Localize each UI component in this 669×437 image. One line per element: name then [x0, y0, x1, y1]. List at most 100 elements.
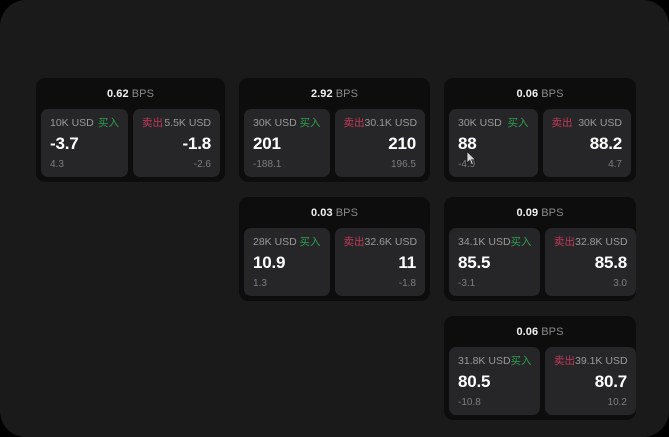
quote-card[interactable]: 0.03 BPS 28K USD 买入 10.9 1.3 卖出: [239, 197, 430, 301]
buy-panel-header: 10K USD 买入: [50, 117, 119, 130]
bps-value: 0.06: [516, 88, 539, 100]
sell-price: -1.8: [182, 134, 212, 153]
sell-size-label: 32.8K USD: [575, 236, 628, 248]
bps-unit: BPS: [131, 88, 155, 100]
sell-panel-header: 卖出 39.1K USD: [554, 355, 628, 368]
buy-panel[interactable]: 34.1K USD 买入 85.5 -3.1: [449, 228, 540, 296]
sell-size-label: 32.6K USD: [364, 236, 418, 248]
card-header: 0.06 BPS: [449, 84, 631, 109]
buy-side-label: 买入: [299, 236, 321, 248]
buy-size-label: 34.1K USD: [458, 236, 511, 248]
sell-price: 85.8: [594, 253, 627, 272]
bps-unit: BPS: [335, 88, 359, 100]
card-panels: 28K USD 买入 10.9 1.3 卖出 32.6K USD 11 -1.8: [244, 228, 425, 296]
quote-card[interactable]: 0.09 BPS 34.1K USD 买入 85.5 -3.1 卖出: [444, 197, 636, 301]
buy-panel[interactable]: 31.8K USD 买入 80.5 -10.8: [449, 347, 540, 415]
buy-size-label: 31.8K USD: [458, 355, 511, 367]
card-panels: 30K USD 买入 88 -4.9 卖出 30K USD 88.2 4.7: [449, 109, 631, 177]
card-header: 0.06 BPS: [449, 322, 631, 347]
buy-panel-header: 31.8K USD 买入: [458, 355, 532, 368]
bps-unit: BPS: [335, 207, 359, 219]
buy-delta: -4.9: [458, 159, 476, 170]
buy-delta: -188.1: [253, 159, 282, 170]
sell-side-label: 卖出: [554, 355, 575, 367]
sell-panel-header: 卖出 32.8K USD: [554, 236, 628, 249]
sell-panel[interactable]: 卖出 39.1K USD 80.7 10.2: [545, 347, 636, 415]
buy-side-label: 买入: [507, 117, 529, 129]
buy-side-label: 买入: [98, 117, 119, 129]
buy-side-label: 买入: [510, 236, 532, 248]
quote-card[interactable]: 2.92 BPS 30K USD 买入 201 -188.1 卖出: [239, 78, 430, 182]
buy-delta: 4.3: [50, 159, 64, 170]
sell-size-label: 30.1K USD: [364, 117, 418, 129]
buy-price: 88: [458, 134, 477, 153]
buy-price: 80.5: [458, 372, 491, 391]
quote-card[interactable]: 0.06 BPS 30K USD 买入 88 -4.9 卖出: [444, 78, 636, 182]
card-header: 0.62 BPS: [41, 84, 220, 109]
buy-size-label: 30K USD: [458, 117, 502, 129]
sell-panel-header: 卖出 30K USD: [552, 117, 623, 130]
bps-value: 2.92: [310, 88, 333, 100]
bps-value: 0.03: [310, 207, 333, 219]
quote-card[interactable]: 0.62 BPS 10K USD 买入 -3.7 4.3 卖出: [36, 78, 225, 182]
bps-unit: BPS: [541, 88, 564, 100]
sell-delta: 3.0: [613, 278, 627, 289]
card-header: 2.92 BPS: [244, 84, 425, 109]
card-panels: 31.8K USD 买入 80.5 -10.8 卖出 39.1K USD 80.…: [449, 347, 636, 415]
quote-card-board: 0.62 BPS 10K USD 买入 -3.7 4.3 卖出: [36, 78, 636, 420]
sell-panel[interactable]: 卖出 30.1K USD 210 196.5: [334, 109, 425, 177]
buy-price: -3.7: [50, 134, 79, 153]
sell-delta: -1.8: [398, 278, 416, 289]
sell-side-label: 卖出: [343, 236, 365, 248]
buy-delta: -10.8: [458, 397, 481, 408]
sell-size-label: 39.1K USD: [575, 355, 628, 367]
quote-column-1: 0.62 BPS 10K USD 买入 -3.7 4.3 卖出: [36, 78, 225, 182]
buy-price: 85.5: [458, 253, 491, 272]
bps-value: 0.62: [106, 88, 129, 100]
bps-value: 0.09: [516, 207, 539, 219]
sell-side-label: 卖出: [142, 117, 163, 129]
sell-panel[interactable]: 卖出 5.5K USD -1.8 -2.6: [133, 109, 220, 177]
sell-side-label: 卖出: [554, 236, 575, 248]
sell-price: 11: [398, 253, 416, 272]
buy-panel-header: 30K USD 买入: [253, 117, 321, 130]
buy-panel[interactable]: 28K USD 买入 10.9 1.3: [244, 228, 330, 296]
sell-delta: -2.6: [193, 159, 211, 170]
sell-delta: 10.2: [607, 397, 627, 408]
buy-delta: 1.3: [253, 278, 267, 289]
sell-panel-header: 卖出 30.1K USD: [343, 117, 418, 130]
buy-size-label: 28K USD: [253, 236, 297, 248]
card-panels: 30K USD 买入 201 -188.1 卖出 30.1K USD 210 1…: [244, 109, 425, 177]
buy-side-label: 买入: [299, 117, 321, 129]
buy-panel-header: 30K USD 买入: [458, 117, 529, 130]
sell-size-label: 5.5K USD: [164, 117, 211, 129]
sell-price: 210: [388, 134, 416, 153]
sell-side-label: 卖出: [343, 117, 365, 129]
buy-size-label: 10K USD: [50, 117, 94, 129]
buy-panel[interactable]: 30K USD 买入 201 -188.1: [244, 109, 330, 177]
bps-unit: BPS: [541, 207, 564, 219]
sell-panel-header: 卖出 5.5K USD: [142, 117, 211, 130]
buy-panel[interactable]: 10K USD 买入 -3.7 4.3: [41, 109, 128, 177]
card-panels: 10K USD 买入 -3.7 4.3 卖出 5.5K USD -1.8 -2.…: [41, 109, 220, 177]
sell-panel[interactable]: 卖出 32.6K USD 11 -1.8: [334, 228, 425, 296]
card-header: 0.09 BPS: [449, 203, 631, 228]
buy-panel-header: 34.1K USD 买入: [458, 236, 532, 249]
buy-size-label: 30K USD: [253, 117, 297, 129]
buy-panel[interactable]: 30K USD 买入 88 -4.9: [449, 109, 538, 177]
sell-side-label: 卖出: [551, 117, 573, 129]
buy-price: 201: [253, 134, 281, 153]
quote-column-3: 0.06 BPS 30K USD 买入 88 -4.9 卖出: [444, 78, 636, 420]
sell-size-label: 30K USD: [578, 117, 622, 129]
sell-panel-header: 卖出 32.6K USD: [343, 236, 418, 249]
sell-panel[interactable]: 卖出 32.8K USD 85.8 3.0: [545, 228, 636, 296]
quote-column-2: 2.92 BPS 30K USD 买入 201 -188.1 卖出: [239, 78, 430, 301]
sell-delta: 196.5: [390, 159, 416, 170]
quote-card[interactable]: 0.06 BPS 31.8K USD 买入 80.5 -10.8 卖出: [444, 316, 636, 420]
card-header: 0.03 BPS: [244, 203, 425, 228]
sell-panel[interactable]: 卖出 30K USD 88.2 4.7: [542, 109, 631, 177]
sell-delta: 4.7: [608, 159, 622, 170]
sell-price: 88.2: [589, 134, 622, 153]
card-panels: 34.1K USD 买入 85.5 -3.1 卖出 32.8K USD 85.8…: [449, 228, 636, 296]
